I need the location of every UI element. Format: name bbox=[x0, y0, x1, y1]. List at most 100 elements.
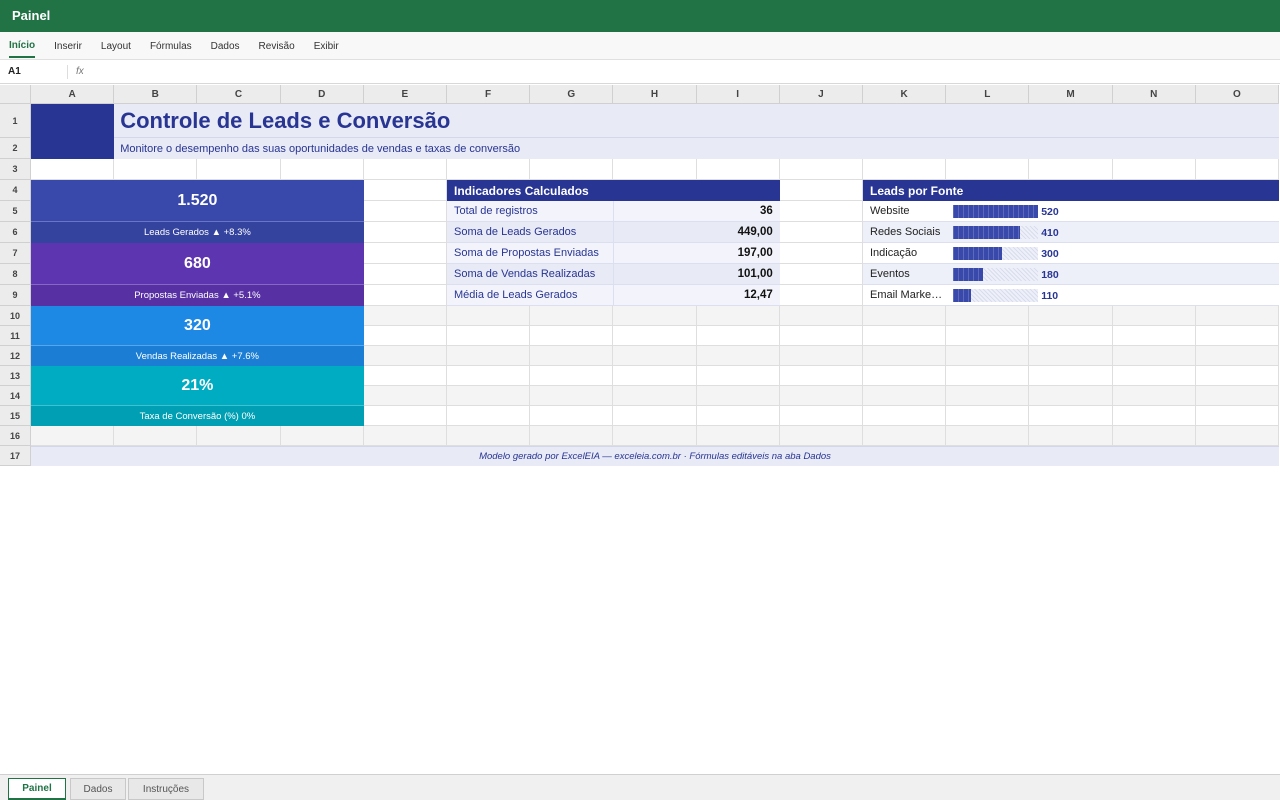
cell[interactable] bbox=[696, 386, 780, 406]
row-header[interactable]: 8 bbox=[0, 264, 31, 285]
cell[interactable] bbox=[863, 406, 947, 426]
column-header[interactable]: L bbox=[946, 85, 1030, 104]
cell[interactable] bbox=[696, 159, 780, 180]
cell[interactable] bbox=[447, 159, 531, 180]
cell[interactable] bbox=[280, 159, 364, 180]
cell[interactable] bbox=[1195, 406, 1279, 426]
cell[interactable] bbox=[363, 243, 447, 264]
column-header[interactable]: I bbox=[696, 85, 780, 104]
ribbon-tab[interactable]: Dados bbox=[210, 40, 240, 52]
cell[interactable] bbox=[1112, 159, 1196, 180]
cell[interactable] bbox=[363, 264, 447, 285]
cell[interactable] bbox=[946, 306, 1030, 326]
cell[interactable] bbox=[779, 346, 863, 366]
row-header[interactable]: 14 bbox=[0, 386, 31, 406]
cell[interactable] bbox=[1029, 406, 1113, 426]
row-header[interactable]: 7 bbox=[0, 243, 31, 264]
column-header[interactable]: N bbox=[1112, 85, 1196, 104]
column-header[interactable]: C bbox=[197, 85, 281, 104]
cell[interactable] bbox=[779, 306, 863, 326]
row-header[interactable]: 12 bbox=[0, 346, 31, 366]
cell[interactable] bbox=[946, 366, 1030, 386]
cell[interactable] bbox=[613, 406, 697, 426]
cell[interactable] bbox=[1195, 326, 1279, 346]
row-header[interactable]: 1 bbox=[0, 104, 31, 138]
cell[interactable] bbox=[280, 426, 364, 446]
column-header[interactable]: E bbox=[363, 85, 447, 104]
cell[interactable] bbox=[863, 346, 947, 366]
cell[interactable] bbox=[863, 386, 947, 406]
cell[interactable] bbox=[363, 285, 447, 306]
cell[interactable] bbox=[114, 426, 198, 446]
row-header[interactable]: 4 bbox=[0, 180, 31, 201]
column-header[interactable]: H bbox=[613, 85, 697, 104]
cell[interactable] bbox=[696, 406, 780, 426]
row-header[interactable]: 9 bbox=[0, 285, 31, 306]
row-header[interactable]: 2 bbox=[0, 138, 31, 159]
cell[interactable] bbox=[1029, 326, 1113, 346]
cell[interactable] bbox=[779, 366, 863, 386]
cell[interactable] bbox=[31, 426, 115, 446]
cell[interactable] bbox=[1029, 159, 1113, 180]
cell[interactable] bbox=[1112, 346, 1196, 366]
cell[interactable] bbox=[530, 346, 614, 366]
cell[interactable] bbox=[1195, 159, 1279, 180]
cell[interactable] bbox=[779, 406, 863, 426]
cell[interactable] bbox=[1112, 326, 1196, 346]
cell[interactable] bbox=[779, 426, 863, 446]
cell[interactable] bbox=[530, 159, 614, 180]
cell[interactable] bbox=[363, 306, 447, 326]
row-header[interactable]: 16 bbox=[0, 426, 31, 446]
cell[interactable] bbox=[530, 386, 614, 406]
cell[interactable] bbox=[863, 159, 947, 180]
cell[interactable] bbox=[613, 366, 697, 386]
row-header[interactable]: 5 bbox=[0, 201, 31, 222]
cell[interactable] bbox=[946, 426, 1030, 446]
cell[interactable] bbox=[1112, 366, 1196, 386]
cell[interactable] bbox=[696, 366, 780, 386]
cell[interactable] bbox=[779, 180, 863, 201]
cell[interactable] bbox=[363, 326, 447, 346]
cell[interactable] bbox=[1195, 366, 1279, 386]
cell[interactable] bbox=[946, 386, 1030, 406]
cell[interactable] bbox=[1195, 306, 1279, 326]
cell[interactable] bbox=[779, 264, 863, 285]
cell[interactable] bbox=[447, 426, 531, 446]
cell[interactable] bbox=[447, 366, 531, 386]
cell[interactable] bbox=[613, 306, 697, 326]
row-header[interactable]: 3 bbox=[0, 159, 31, 180]
cell[interactable] bbox=[447, 386, 531, 406]
cell[interactable] bbox=[1029, 426, 1113, 446]
cell[interactable] bbox=[1112, 386, 1196, 406]
ribbon-tab[interactable]: Layout bbox=[100, 40, 131, 52]
cell[interactable] bbox=[779, 326, 863, 346]
column-header[interactable]: J bbox=[779, 85, 863, 104]
cell[interactable] bbox=[447, 406, 531, 426]
cell[interactable] bbox=[31, 159, 115, 180]
cell[interactable] bbox=[447, 326, 531, 346]
cell[interactable] bbox=[530, 406, 614, 426]
cell[interactable] bbox=[779, 285, 863, 306]
cell[interactable] bbox=[363, 180, 447, 201]
cell[interactable] bbox=[946, 159, 1030, 180]
cell[interactable] bbox=[363, 366, 447, 386]
cell[interactable] bbox=[1112, 306, 1196, 326]
row-header[interactable]: 11 bbox=[0, 326, 31, 346]
cell[interactable] bbox=[363, 346, 447, 366]
cell[interactable] bbox=[447, 306, 531, 326]
column-header[interactable]: K bbox=[863, 85, 947, 104]
row-header[interactable]: 17 bbox=[0, 446, 31, 466]
cell[interactable] bbox=[946, 326, 1030, 346]
column-header[interactable]: F bbox=[447, 85, 531, 104]
cell[interactable] bbox=[946, 346, 1030, 366]
cell[interactable] bbox=[363, 159, 447, 180]
cell[interactable] bbox=[530, 426, 614, 446]
cell[interactable] bbox=[363, 406, 447, 426]
ribbon-tab[interactable]: Inserir bbox=[54, 40, 82, 52]
cell[interactable] bbox=[363, 386, 447, 406]
cell[interactable] bbox=[1029, 346, 1113, 366]
sheet-tab[interactable]: Instruções bbox=[128, 778, 204, 800]
row-header[interactable]: 15 bbox=[0, 406, 31, 426]
cell[interactable] bbox=[863, 326, 947, 346]
cell-reference[interactable]: A1 bbox=[8, 66, 21, 77]
